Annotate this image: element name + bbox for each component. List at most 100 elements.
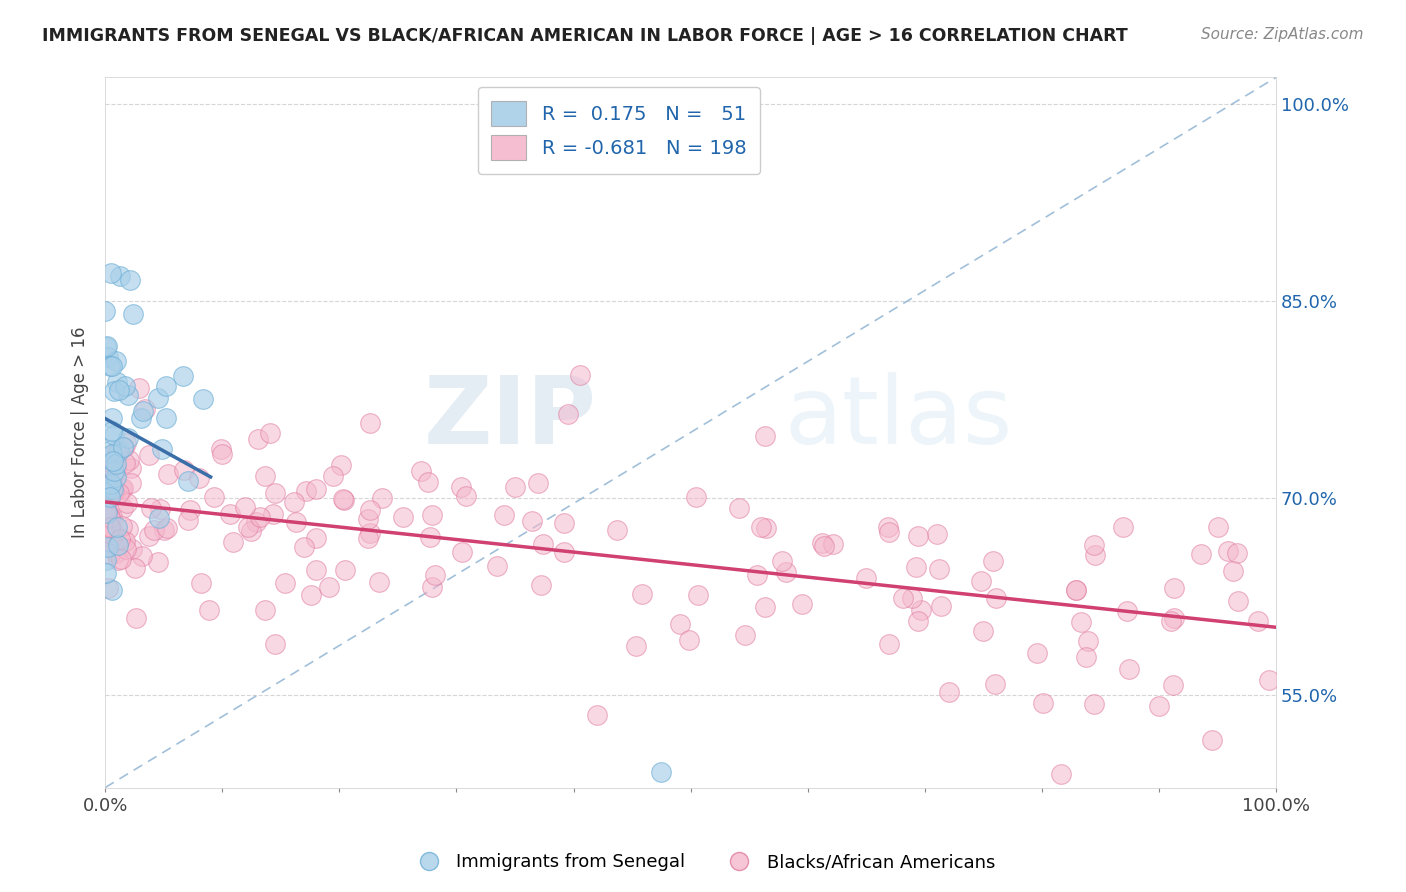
Point: [118, 453, 141, 467]
Point: [292, 540, 315, 554]
Point: [98, 524, 121, 538]
Point: [928, 562, 950, 576]
Point: [187, 470, 209, 484]
Text: atlas: atlas: [785, 372, 1012, 464]
Point: [650, 764, 672, 779]
Point: [155, 411, 177, 425]
Point: [1208, 520, 1230, 534]
Point: [105, 444, 128, 458]
Point: [1247, 614, 1270, 628]
Point: [100, 476, 122, 491]
Point: [283, 495, 305, 509]
Point: [1115, 604, 1137, 618]
Point: [492, 508, 515, 522]
Point: [157, 467, 180, 482]
Point: [117, 431, 139, 445]
Point: [304, 482, 326, 496]
Point: [359, 416, 381, 430]
Point: [754, 600, 776, 615]
Point: [527, 475, 550, 490]
Point: [981, 554, 1004, 568]
Point: [104, 470, 127, 484]
Point: [1160, 614, 1182, 628]
Point: [209, 442, 232, 457]
Point: [105, 375, 128, 389]
Point: [503, 480, 526, 494]
Legend: R =  0.175   N =   51, R = -0.681   N = 198: R = 0.175 N = 51, R = -0.681 N = 198: [478, 87, 761, 174]
Point: [94, 523, 117, 537]
Point: [264, 637, 287, 651]
Point: [94, 566, 117, 580]
Point: [907, 615, 929, 629]
Point: [568, 368, 591, 382]
Point: [138, 529, 160, 543]
Point: [98, 547, 121, 561]
Point: [1076, 650, 1098, 665]
Point: [176, 474, 198, 488]
Point: [1216, 544, 1239, 558]
Point: [754, 429, 776, 443]
Point: [202, 491, 225, 505]
Point: [100, 266, 122, 280]
Point: [970, 574, 993, 588]
Point: [1064, 582, 1087, 597]
Point: [120, 272, 142, 286]
Point: [1070, 615, 1092, 629]
Point: [418, 475, 440, 489]
Point: [132, 404, 155, 418]
Point: [94, 486, 117, 500]
Point: [1077, 634, 1099, 648]
Point: [450, 481, 472, 495]
Point: [104, 460, 127, 475]
Point: [97, 482, 120, 496]
Point: [371, 491, 394, 505]
Point: [115, 496, 138, 510]
Point: [177, 513, 200, 527]
Point: [120, 460, 142, 475]
Point: [305, 531, 328, 545]
Point: [146, 391, 169, 405]
Point: [422, 580, 444, 594]
Point: [893, 591, 915, 605]
Point: [253, 603, 276, 617]
Point: [101, 461, 124, 475]
Point: [103, 464, 125, 478]
Point: [100, 411, 122, 425]
Point: [98, 461, 121, 475]
Point: [1226, 546, 1249, 560]
Point: [110, 552, 132, 566]
Point: [156, 520, 179, 534]
Point: [112, 440, 135, 454]
Point: [274, 575, 297, 590]
Point: [359, 503, 381, 517]
Point: [104, 546, 127, 560]
Point: [139, 500, 162, 515]
Point: [972, 624, 994, 639]
Point: [624, 639, 647, 653]
Point: [900, 591, 922, 606]
Point: [100, 491, 122, 505]
Text: Source: ZipAtlas.com: Source: ZipAtlas.com: [1201, 27, 1364, 42]
Point: [114, 379, 136, 393]
Point: [925, 526, 948, 541]
Point: [110, 518, 132, 533]
Point: [745, 568, 768, 582]
Point: [103, 428, 125, 442]
Point: [101, 447, 124, 461]
Point: [153, 523, 176, 537]
Point: [114, 436, 136, 450]
Point: [295, 484, 318, 499]
Point: [107, 538, 129, 552]
Point: [357, 531, 380, 545]
Point: [1084, 549, 1107, 563]
Point: [367, 574, 389, 589]
Point: [148, 511, 170, 525]
Point: [419, 530, 441, 544]
Point: [117, 522, 139, 536]
Text: IMMIGRANTS FROM SENEGAL VS BLACK/AFRICAN AMERICAN IN LABOR FORCE | AGE > 16 CORR: IMMIGRANTS FROM SENEGAL VS BLACK/AFRICAN…: [42, 27, 1128, 45]
Point: [94, 304, 117, 318]
Point: [103, 384, 125, 398]
Point: [420, 508, 443, 522]
Point: [1163, 611, 1185, 625]
Point: [107, 552, 129, 566]
